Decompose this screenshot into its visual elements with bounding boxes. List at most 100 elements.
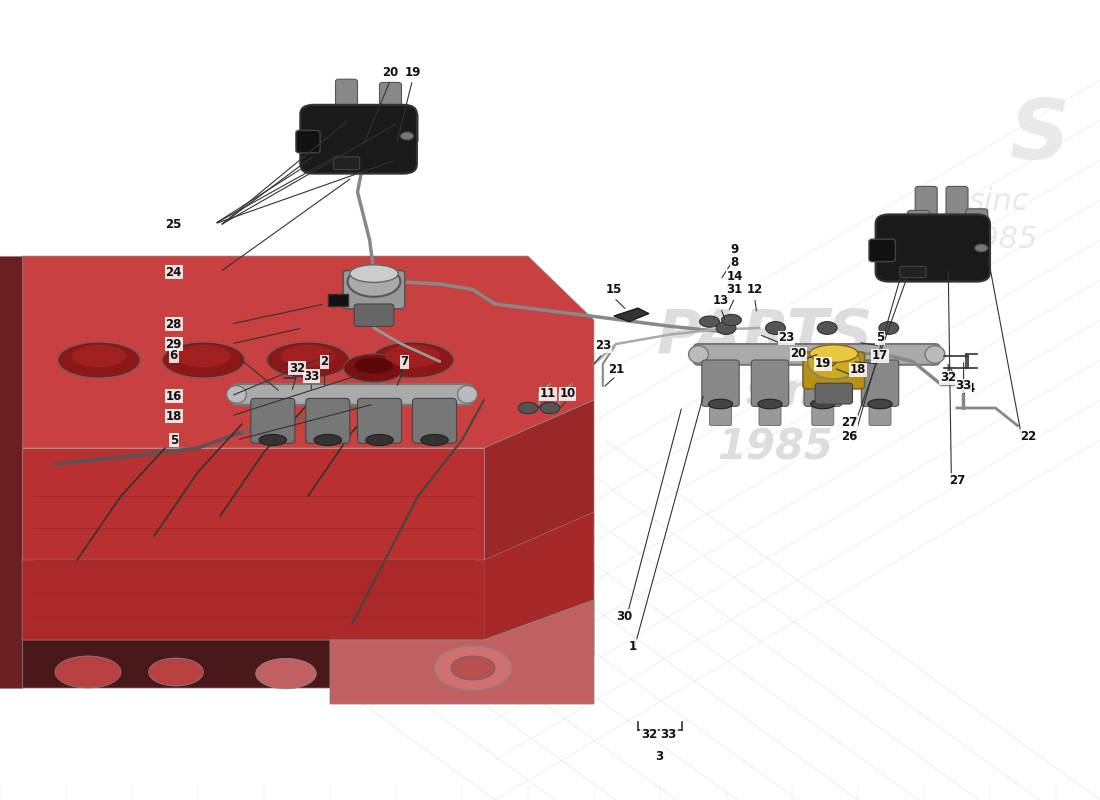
Polygon shape xyxy=(22,448,484,640)
Ellipse shape xyxy=(420,434,449,446)
Text: 9: 9 xyxy=(730,243,739,256)
Text: sinc: sinc xyxy=(746,371,838,413)
Ellipse shape xyxy=(458,386,477,403)
Text: 30: 30 xyxy=(617,610,632,622)
Polygon shape xyxy=(22,512,594,640)
Text: 8: 8 xyxy=(730,256,739,269)
Ellipse shape xyxy=(689,346,708,363)
Ellipse shape xyxy=(57,342,141,378)
Text: 29: 29 xyxy=(166,338,182,350)
Text: 33: 33 xyxy=(661,728,676,741)
FancyBboxPatch shape xyxy=(911,234,933,265)
Text: 3: 3 xyxy=(654,750,663,762)
Ellipse shape xyxy=(348,266,400,297)
Ellipse shape xyxy=(518,402,538,414)
FancyBboxPatch shape xyxy=(333,157,360,170)
Ellipse shape xyxy=(72,345,126,367)
Text: 27: 27 xyxy=(949,474,965,486)
Text: 32: 32 xyxy=(641,728,657,741)
Ellipse shape xyxy=(227,386,246,403)
Ellipse shape xyxy=(258,434,286,446)
Text: 20: 20 xyxy=(383,66,398,78)
Ellipse shape xyxy=(868,399,892,409)
Text: 4: 4 xyxy=(966,382,975,394)
FancyBboxPatch shape xyxy=(232,384,472,405)
Text: 19: 19 xyxy=(815,358,830,370)
FancyBboxPatch shape xyxy=(915,186,937,217)
FancyBboxPatch shape xyxy=(869,402,891,426)
Ellipse shape xyxy=(807,344,860,379)
Ellipse shape xyxy=(163,342,244,378)
Polygon shape xyxy=(0,256,22,688)
Ellipse shape xyxy=(400,132,414,140)
Polygon shape xyxy=(614,308,649,322)
Ellipse shape xyxy=(267,342,350,378)
Ellipse shape xyxy=(766,322,785,334)
Ellipse shape xyxy=(810,345,858,362)
Ellipse shape xyxy=(315,434,341,446)
FancyBboxPatch shape xyxy=(908,210,930,241)
Text: 24: 24 xyxy=(166,266,182,278)
Ellipse shape xyxy=(811,399,835,409)
FancyBboxPatch shape xyxy=(812,402,834,426)
Text: 21: 21 xyxy=(608,363,624,376)
Text: 25: 25 xyxy=(166,218,182,230)
Ellipse shape xyxy=(540,402,560,414)
Ellipse shape xyxy=(176,345,231,367)
Ellipse shape xyxy=(817,322,837,334)
FancyBboxPatch shape xyxy=(358,398,402,443)
Text: 27: 27 xyxy=(842,416,857,429)
Text: 25: 25 xyxy=(166,218,182,230)
FancyBboxPatch shape xyxy=(396,113,418,143)
FancyBboxPatch shape xyxy=(300,105,417,174)
Polygon shape xyxy=(484,400,594,640)
FancyBboxPatch shape xyxy=(251,398,295,443)
FancyBboxPatch shape xyxy=(412,398,456,443)
Ellipse shape xyxy=(280,345,336,367)
Text: PARTS: PARTS xyxy=(657,306,872,366)
Text: 16: 16 xyxy=(166,390,182,402)
Text: 14: 14 xyxy=(727,270,742,282)
Text: 10: 10 xyxy=(560,387,575,400)
FancyBboxPatch shape xyxy=(354,304,394,326)
Text: S: S xyxy=(1010,95,1069,177)
Text: 12: 12 xyxy=(747,283,762,296)
FancyBboxPatch shape xyxy=(343,270,405,309)
Text: 33: 33 xyxy=(956,379,971,392)
Polygon shape xyxy=(328,294,348,306)
Text: 5: 5 xyxy=(876,331,884,344)
Text: 13: 13 xyxy=(713,294,728,306)
Text: 1: 1 xyxy=(628,640,637,653)
FancyBboxPatch shape xyxy=(966,209,988,239)
Polygon shape xyxy=(22,600,594,688)
Ellipse shape xyxy=(148,658,204,686)
Text: 26: 26 xyxy=(842,430,857,442)
Ellipse shape xyxy=(758,399,782,409)
FancyBboxPatch shape xyxy=(379,82,401,113)
FancyBboxPatch shape xyxy=(694,344,939,365)
FancyBboxPatch shape xyxy=(319,105,341,135)
Ellipse shape xyxy=(350,265,398,282)
Text: 18: 18 xyxy=(850,363,866,376)
Text: 22: 22 xyxy=(1021,430,1036,442)
FancyBboxPatch shape xyxy=(358,109,379,139)
Ellipse shape xyxy=(708,399,733,409)
Text: 32: 32 xyxy=(940,371,956,384)
Ellipse shape xyxy=(451,656,495,680)
FancyBboxPatch shape xyxy=(710,402,732,426)
Text: 5: 5 xyxy=(169,434,178,446)
Ellipse shape xyxy=(879,322,899,334)
FancyBboxPatch shape xyxy=(702,360,739,406)
Ellipse shape xyxy=(354,358,394,374)
Text: 23: 23 xyxy=(595,339,610,352)
Text: 20: 20 xyxy=(791,347,806,360)
FancyBboxPatch shape xyxy=(759,402,781,426)
FancyBboxPatch shape xyxy=(804,360,842,406)
Text: 18: 18 xyxy=(166,410,182,422)
Text: 1985: 1985 xyxy=(717,427,834,469)
Ellipse shape xyxy=(372,342,453,378)
Text: 19: 19 xyxy=(405,66,420,78)
Text: 25: 25 xyxy=(166,218,182,230)
Ellipse shape xyxy=(700,316,719,327)
Ellipse shape xyxy=(343,354,405,382)
